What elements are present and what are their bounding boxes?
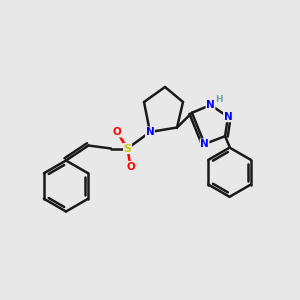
Text: N: N <box>146 127 154 137</box>
Text: O: O <box>126 161 135 172</box>
Text: O: O <box>112 127 122 137</box>
Text: H: H <box>215 95 223 104</box>
Text: N: N <box>206 100 215 110</box>
Text: S: S <box>124 143 131 154</box>
Text: N: N <box>224 112 232 122</box>
Text: N: N <box>200 139 209 149</box>
